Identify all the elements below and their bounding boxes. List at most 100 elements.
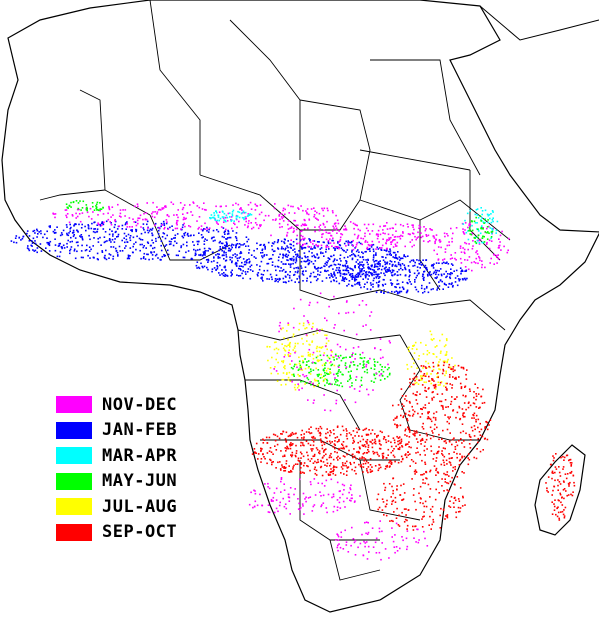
fire-dot [273, 511, 276, 514]
fire-dot [300, 234, 302, 237]
fire-dot [263, 456, 265, 458]
fire-dot [312, 263, 315, 265]
fire-dot [453, 497, 456, 499]
fire-dot [357, 346, 360, 348]
fire-dot [341, 425, 344, 428]
fire-dot [562, 466, 565, 468]
fire-dot [490, 221, 493, 224]
fire-dot [398, 256, 401, 258]
fire-dot [250, 491, 252, 494]
fire-dot [247, 225, 249, 227]
fire-dot [339, 236, 342, 239]
fire-dot [332, 247, 335, 249]
fire-dot [393, 291, 396, 293]
fire-dot [413, 264, 416, 267]
fire-dot [385, 441, 388, 444]
fire-dot [336, 506, 339, 508]
fire-dot [392, 437, 395, 439]
fire-dot [473, 391, 475, 393]
fire-dot [322, 380, 325, 383]
fire-dot [416, 431, 418, 434]
fire-dot [367, 223, 370, 226]
fire-dot [428, 272, 431, 274]
fire-dot [379, 263, 381, 265]
fire-dot [503, 245, 505, 248]
fire-dot [464, 219, 466, 222]
fire-dot [69, 230, 71, 233]
fire-dot [110, 222, 112, 224]
fire-dot [247, 222, 250, 225]
fire-dot [205, 259, 208, 261]
fire-dot [407, 233, 410, 235]
fire-dot [324, 345, 327, 348]
fire-dot [272, 242, 275, 245]
fire-dot [240, 252, 243, 254]
fire-dot [385, 249, 387, 252]
fire-dot [312, 333, 315, 336]
fire-dot [276, 352, 279, 355]
fire-dot [461, 456, 463, 459]
fire-dot [388, 373, 391, 376]
fire-dot [473, 402, 476, 405]
fire-dot [363, 223, 366, 226]
fire-dot [324, 384, 326, 387]
fire-dot [372, 450, 374, 453]
fire-dot [380, 373, 382, 375]
fire-dot [360, 379, 362, 382]
fire-dot [259, 225, 262, 228]
fire-dot [421, 384, 424, 386]
fire-dot [382, 232, 384, 234]
fire-dot [212, 229, 215, 232]
fire-dot [285, 383, 287, 386]
fire-dot [311, 326, 314, 328]
fire-dot [268, 436, 271, 439]
fire-dot [445, 344, 447, 346]
fire-dot [350, 463, 352, 466]
fire-dot [354, 435, 356, 437]
fire-dot [366, 468, 368, 470]
fire-dot [440, 404, 443, 407]
fire-dot [297, 342, 299, 345]
fire-dot [317, 257, 319, 259]
fire-dot [378, 267, 380, 270]
fire-dot [266, 452, 269, 454]
fire-dot [215, 211, 218, 214]
fire-dot [313, 214, 316, 216]
fire-dot [403, 508, 406, 510]
fire-dot [433, 271, 436, 273]
fire-dot [314, 260, 317, 262]
fire-dot [280, 477, 283, 479]
fire-dot [220, 242, 223, 245]
fire-dot [443, 258, 446, 260]
fire-dot [396, 485, 398, 487]
fire-dot [406, 289, 409, 292]
fire-dot [330, 234, 332, 237]
fire-dot [314, 210, 316, 212]
fire-dot [419, 485, 422, 488]
fire-dot [493, 253, 495, 256]
fire-dot [452, 284, 454, 287]
fire-dot [315, 474, 318, 476]
fire-dot [235, 218, 238, 221]
fire-dot [419, 393, 421, 395]
fire-dot [336, 509, 339, 512]
fire-dot [267, 214, 270, 217]
fire-dot [108, 238, 111, 240]
fire-dot [352, 361, 355, 363]
fire-dot [282, 372, 285, 374]
fire-dot [559, 475, 562, 477]
fire-dot [337, 355, 340, 357]
fire-dot [88, 250, 91, 252]
fire-dot [316, 218, 318, 220]
fire-dot [350, 433, 352, 436]
fire-dot [204, 228, 207, 230]
fire-dot [416, 266, 419, 268]
fire-dot [112, 255, 115, 258]
fire-dot [280, 248, 283, 250]
fire-dot [325, 507, 328, 509]
fire-dot [161, 208, 164, 210]
fire-dot [369, 288, 372, 291]
fire-dot [445, 353, 448, 355]
fire-dot [349, 461, 351, 464]
fire-dot [166, 249, 169, 252]
